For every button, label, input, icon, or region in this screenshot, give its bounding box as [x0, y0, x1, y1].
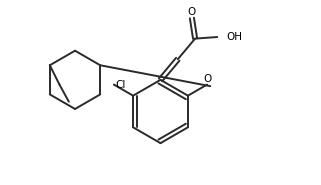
Text: O: O [187, 7, 195, 17]
Text: OH: OH [227, 32, 243, 42]
Text: Cl: Cl [116, 80, 126, 90]
Text: O: O [203, 74, 211, 84]
